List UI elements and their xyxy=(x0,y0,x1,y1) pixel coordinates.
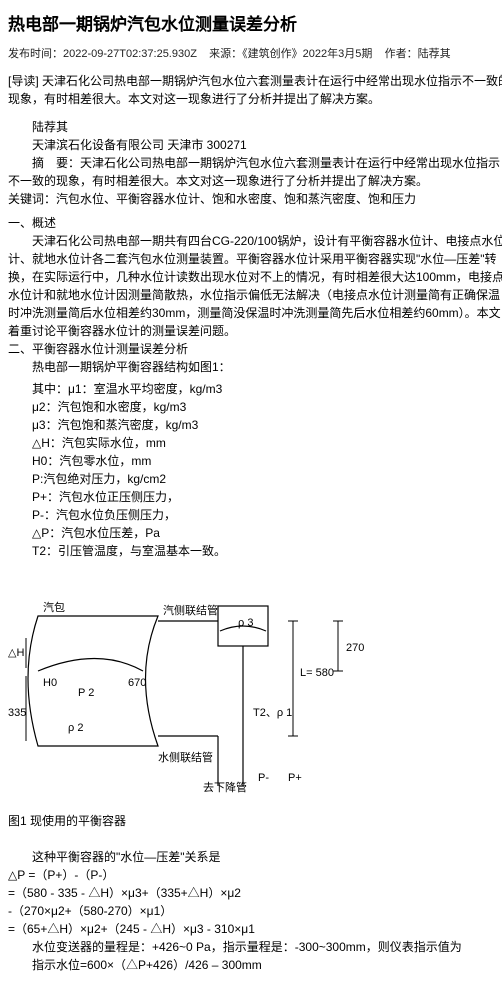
meta-line: 发布时间：2022-09-27T02:37:25.930Z 来源：《建筑创作》2… xyxy=(8,46,502,63)
keywords-text: 汽包水位、平衡容器水位计、饱和水密度、饱和蒸汽密度、饱和压力 xyxy=(56,192,416,206)
eq-line-1: △P =（P+）-（P-） xyxy=(8,866,502,884)
section-1-heading: 一、概述 xyxy=(8,214,502,232)
section-2-heading: 二、平衡容器水位计测量误差分析 xyxy=(8,340,502,358)
abstract-label: 摘 要： xyxy=(8,154,80,172)
eq-line-5: 水位变送器的量程是：+426~0 Pa，指示量程是：-300~300mm，则仪表… xyxy=(8,938,502,956)
eq-line-6: 指示水位=600×（△P+426）/426 – 300mm xyxy=(8,956,502,974)
label-rho3: ρ 3 xyxy=(238,617,253,629)
def-Pplus: P+：汽包水位正压侧压力， xyxy=(8,488,502,506)
source-value: 《建筑创作》2022年3月5期 xyxy=(242,48,372,60)
keywords-block: 关键词：汽包水位、平衡容器水位计、饱和水密度、饱和蒸汽密度、饱和压力 xyxy=(8,190,502,208)
figure-1: 汽侧联结管 ρ 3 水侧联结管 去下降管 P- P+ L= 580 270 汽包… xyxy=(8,576,502,796)
label-rho2-left: P 2 xyxy=(78,687,94,699)
label-down: 去下降管 xyxy=(203,780,247,794)
eq-intro: 这种平衡容器的"水位—压差"关系是 xyxy=(8,848,502,866)
label-Pplus: P+ xyxy=(288,772,302,784)
def-dP: △P：汽包水位压差，Pa xyxy=(8,524,502,542)
def-dH: △H：汽包实际水位，mm xyxy=(8,434,502,452)
eq-line-2: =（580 - 335 - △H）×μ3+（335+△H）×μ2 xyxy=(8,884,502,902)
def-mu3: μ3：汽包饱和蒸汽密度，kg/m3 xyxy=(8,416,502,434)
time-value: 2022-09-27T02:37:25.930Z xyxy=(63,48,197,60)
label-Pminus: P- xyxy=(258,772,269,784)
author-label: 作者： xyxy=(385,48,418,60)
author-value: 陆荐其 xyxy=(418,48,451,60)
balance-vessel-diagram: 汽侧联结管 ρ 3 水侧联结管 去下降管 P- P+ L= 580 270 汽包… xyxy=(8,576,388,796)
def-mu2: μ2：汽包饱和水密度，kg/m3 xyxy=(8,398,502,416)
label-steam-tube: 汽侧联结管 xyxy=(163,603,218,617)
author-name-line: 陆荐其 xyxy=(8,118,502,136)
label-rho2: ρ 2 xyxy=(68,722,83,734)
abstract-block: 摘 要：天津石化公司热电部一期锅炉汽包水位六套测量表计在运行中经常出现水位指示不… xyxy=(8,154,502,190)
eq-line-4: =（65+△H）×μ2+（245 - △H）×μ3 - 310×μ1 xyxy=(8,920,502,938)
eq-line-3: -（270×μ2+（580-270）×μ1） xyxy=(8,902,502,920)
abstract-text: 天津石化公司热电部一期锅炉汽包水位六套测量表计在运行中经常出现水位指示不一致的现… xyxy=(8,156,500,188)
label-670: 670 xyxy=(128,677,146,689)
source-label: 来源： xyxy=(209,48,242,60)
def-P: P:汽包绝对压力，kg/cm2 xyxy=(8,470,502,488)
symbol-definitions: 其中：μ1：室温水平均密度，kg/m3 μ2：汽包饱和水密度，kg/m3 μ3：… xyxy=(8,380,502,560)
lead-paragraph: [导读] 天津石化公司热电部一期锅炉汽包水位六套测量表计在运行中经常出现水位指示… xyxy=(8,72,502,108)
label-H0: H0 xyxy=(43,677,57,689)
section-1-paragraph: 天津石化公司热电部一期共有四台CG-220/100锅炉，设计有平衡容器水位计、电… xyxy=(8,232,502,340)
label-L: L= 580 xyxy=(300,667,334,679)
time-label: 发布时间： xyxy=(8,48,63,60)
def-H0: H0：汽包零水位，mm xyxy=(8,452,502,470)
section-2-paragraph: 热电部一期锅炉平衡容器结构如图1： xyxy=(8,358,502,376)
label-270: 270 xyxy=(346,642,364,654)
company-line: 天津滨石化设备有限公司 天津市 300271 xyxy=(8,136,502,154)
label-335: 335 xyxy=(8,707,26,719)
label-qibao: 汽包 xyxy=(43,600,65,614)
def-mu1: 其中：μ1：室温水平均密度，kg/m3 xyxy=(8,380,502,398)
label-t2-rho1: T2、ρ 1 xyxy=(253,707,292,719)
label-water-tube: 水侧联结管 xyxy=(158,750,213,764)
page-title: 热电部一期锅炉汽包水位测量误差分析 xyxy=(8,12,502,38)
figure-1-caption: 图1 现使用的平衡容器 xyxy=(8,812,502,830)
def-Pminus: P-：汽包水位负压侧压力， xyxy=(8,506,502,524)
keywords-label: 关键词： xyxy=(8,192,56,206)
def-T2: T2：引压管温度，与室温基本一致。 xyxy=(8,542,502,560)
